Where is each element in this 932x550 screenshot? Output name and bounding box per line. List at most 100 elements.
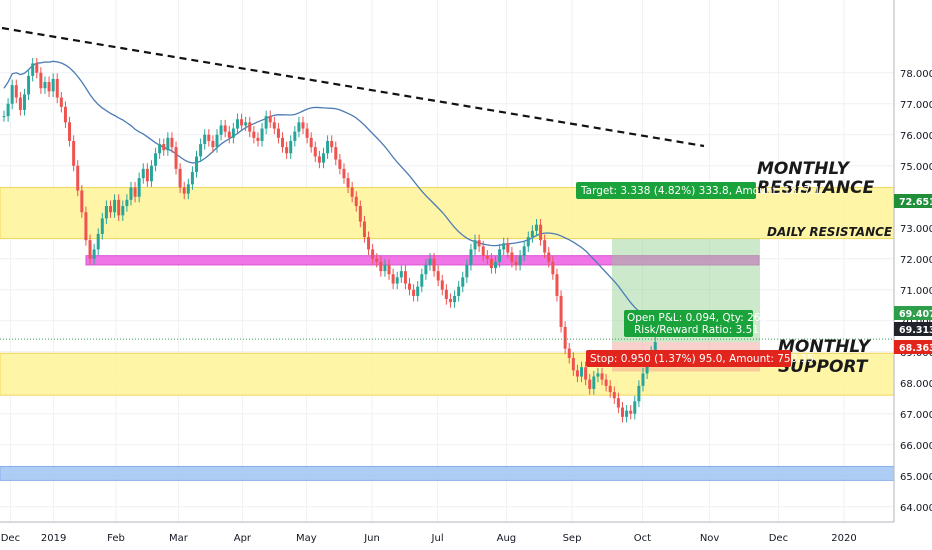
candle-body: [506, 243, 510, 253]
candle-body: [653, 342, 657, 352]
candle-body: [154, 153, 158, 166]
candle-body: [362, 221, 366, 238]
candle-body: [285, 147, 289, 154]
candle-body: [637, 385, 641, 402]
candle-body: [260, 128, 264, 141]
open-pl-label: Open P&L: 0.094, Qty: 263: [627, 312, 767, 324]
candle-body: [387, 264, 391, 275]
candle-body: [297, 122, 301, 132]
candle-body: [289, 140, 293, 154]
risk-reward-label: Risk/Reward Ratio: 3.51: [634, 324, 759, 336]
candle-body: [186, 184, 190, 194]
y-tick-label: 76.000: [900, 131, 932, 142]
candle-body: [563, 326, 567, 349]
candle-body: [76, 165, 80, 191]
candle-body: [530, 230, 534, 238]
candle-body: [125, 199, 129, 207]
candle-body: [326, 140, 330, 154]
trendline-line[interactable]: [1, 26, 705, 148]
candle-body: [428, 258, 432, 265]
x-tick-label: Apr: [234, 533, 252, 544]
candle-body: [620, 407, 624, 417]
price-badge-label: 68.363: [899, 343, 932, 354]
candle-body: [403, 271, 407, 284]
moving-average-line: [3, 60, 656, 328]
candle-body: [358, 206, 362, 222]
candle-body: [494, 261, 498, 269]
annotations: MONTHLY RESISTANCE DAILY RESISTANCE MONT…: [757, 159, 893, 377]
candle-body: [473, 240, 477, 250]
candle-body: [539, 224, 543, 241]
candle-body: [481, 246, 485, 256]
candle-body: [342, 168, 346, 179]
y-tick-label: 77.000: [900, 100, 932, 111]
x-tick-label: Oct: [634, 533, 651, 544]
x-tick-label: 2019: [41, 533, 66, 544]
y-tick-label: 67.000: [900, 410, 932, 421]
candle-body: [178, 168, 182, 188]
candle-body: [444, 289, 448, 300]
candle-body: [514, 261, 518, 265]
price-badge: [894, 306, 932, 320]
candle-body: [453, 295, 457, 303]
y-tick-label: 64.000: [900, 503, 932, 514]
candle-body: [281, 137, 285, 148]
candle-body: [301, 122, 305, 129]
candle-body: [219, 125, 223, 135]
candle-body: [207, 134, 211, 141]
candle-body: [182, 187, 186, 194]
candle-body: [166, 137, 170, 151]
candle-body: [338, 159, 342, 169]
price-badge: [894, 194, 932, 208]
candle-body: [43, 82, 47, 89]
candle-body: [534, 224, 538, 231]
candle-body: [334, 147, 338, 160]
candle-body: [129, 187, 133, 200]
x-tick-label: Mar: [169, 533, 189, 544]
candle-body: [596, 373, 600, 377]
stop-label-box[interactable]: Stop: 0.950 (1.37%) 95.0, Amount: 750.15: [586, 350, 814, 367]
open-pl-box[interactable]: Open P&L: 0.094, Qty: 263 Risk/Reward Ra…: [624, 310, 767, 337]
candle-body: [145, 168, 149, 182]
x-tick-label: 2020: [831, 533, 856, 544]
candle-body: [141, 168, 145, 179]
candle-body: [379, 261, 383, 272]
price-badge: [894, 322, 932, 336]
candle-body: [84, 212, 88, 241]
candle-body: [510, 252, 514, 262]
candle-body: [547, 252, 551, 262]
candle-body: [375, 258, 379, 262]
candle-body: [190, 171, 194, 185]
candle-body: [436, 271, 440, 281]
trendline[interactable]: [1, 26, 705, 148]
candle-body: [68, 122, 72, 141]
candle-body: [457, 286, 461, 296]
target-label-box[interactable]: Target: 3.338 (4.82%) 333.8, Amount: 187…: [576, 182, 820, 199]
candle-body: [584, 367, 588, 380]
x-tick-label: Aug: [497, 533, 517, 544]
candle-body: [440, 280, 444, 290]
candle-body: [612, 392, 616, 399]
candle-body: [276, 128, 280, 138]
candle-body: [461, 277, 465, 287]
candle-body: [272, 122, 276, 129]
candle-body: [625, 410, 629, 417]
candle-body: [39, 72, 43, 89]
y-tick-label: 75.000: [900, 162, 932, 173]
candle-body: [293, 131, 297, 141]
x-tick-label: Jun: [363, 533, 380, 544]
candle-body: [10, 85, 14, 104]
candle-body: [80, 190, 84, 213]
candle-body: [252, 131, 256, 138]
candle-body: [256, 137, 260, 141]
candle-body: [469, 249, 473, 265]
candle-body: [571, 357, 575, 371]
y-tick-label: 71.000: [900, 286, 932, 297]
candle-body: [580, 367, 584, 377]
candle-body: [199, 144, 203, 157]
candle-body: [367, 237, 371, 250]
candle-body: [633, 401, 637, 414]
candles: [0, 57, 894, 423]
